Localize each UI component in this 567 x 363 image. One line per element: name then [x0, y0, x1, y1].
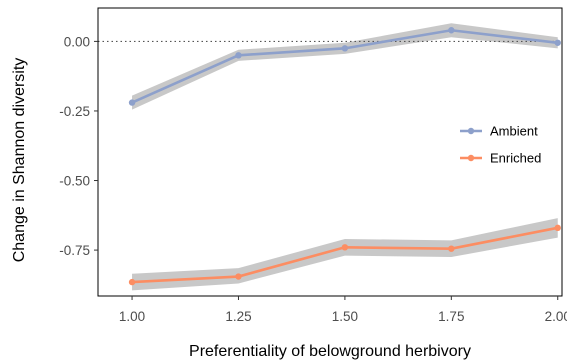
- x-axis-title: Preferentiality of belowground herbivory: [189, 343, 471, 360]
- y-axis-title: Change in Shannon diversity: [11, 58, 28, 263]
- enriched-legend-marker: [467, 154, 475, 162]
- x-tick-label: 2.00: [545, 309, 567, 324]
- ambient-legend-label: Ambient: [490, 124, 538, 139]
- ambient-legend-marker: [467, 127, 475, 135]
- ambient-data-point: [235, 52, 242, 59]
- enriched-data-point: [341, 244, 349, 251]
- legend: Ambient Enriched: [460, 124, 541, 166]
- y-tick-label: -0.50: [59, 174, 90, 189]
- enriched-data-point: [554, 224, 561, 232]
- y-tick-label: -0.25: [59, 104, 90, 119]
- ambient-confidence-ribbon: [132, 23, 558, 110]
- ambient-data-point: [341, 45, 349, 52]
- y-tick-label: 0.00: [64, 34, 90, 49]
- enriched-confidence-ribbon: [132, 218, 558, 291]
- series-points: [128, 27, 561, 286]
- x-tick-label: 1.25: [225, 309, 251, 324]
- plot-panel-border: [97, 7, 563, 297]
- x-axis: 1.00 1.25 1.50 1.75 2.00: [119, 296, 567, 324]
- confidence-ribbons: [132, 23, 558, 291]
- enriched-data-point: [448, 245, 455, 252]
- enriched-data-point: [128, 278, 136, 286]
- y-tick-label: -0.75: [59, 243, 90, 258]
- x-tick-label: 1.50: [332, 309, 358, 324]
- y-axis: 0.00 -0.25 -0.50 -0.75: [59, 34, 98, 258]
- ambient-data-point: [554, 39, 561, 46]
- ambient-data-point: [448, 27, 455, 34]
- enriched-data-point: [235, 273, 242, 280]
- enriched-legend-label: Enriched: [490, 151, 541, 166]
- x-tick-label: 1.75: [438, 309, 464, 324]
- ambient-data-point: [128, 99, 136, 106]
- x-tick-label: 1.00: [119, 309, 145, 324]
